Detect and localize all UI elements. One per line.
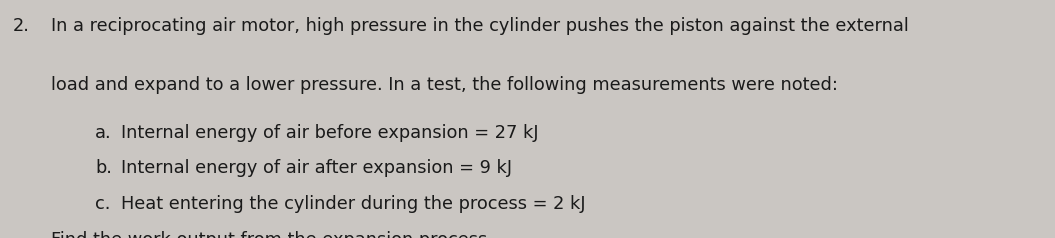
Text: In a reciprocating air motor, high pressure in the cylinder pushes the piston ag: In a reciprocating air motor, high press… [51, 17, 908, 35]
Text: b.: b. [95, 159, 112, 178]
Text: c.: c. [95, 195, 111, 213]
Text: load and expand to a lower pressure. In a test, the following measurements were : load and expand to a lower pressure. In … [51, 76, 838, 94]
Text: 2.: 2. [13, 17, 30, 35]
Text: Heat entering the cylinder during the process = 2 kJ: Heat entering the cylinder during the pr… [121, 195, 586, 213]
Text: a.: a. [95, 124, 112, 142]
Text: Internal energy of air after expansion = 9 kJ: Internal energy of air after expansion =… [121, 159, 513, 178]
Text: Find the work output from the expansion process.: Find the work output from the expansion … [51, 231, 493, 238]
Text: Internal energy of air before expansion = 27 kJ: Internal energy of air before expansion … [121, 124, 539, 142]
